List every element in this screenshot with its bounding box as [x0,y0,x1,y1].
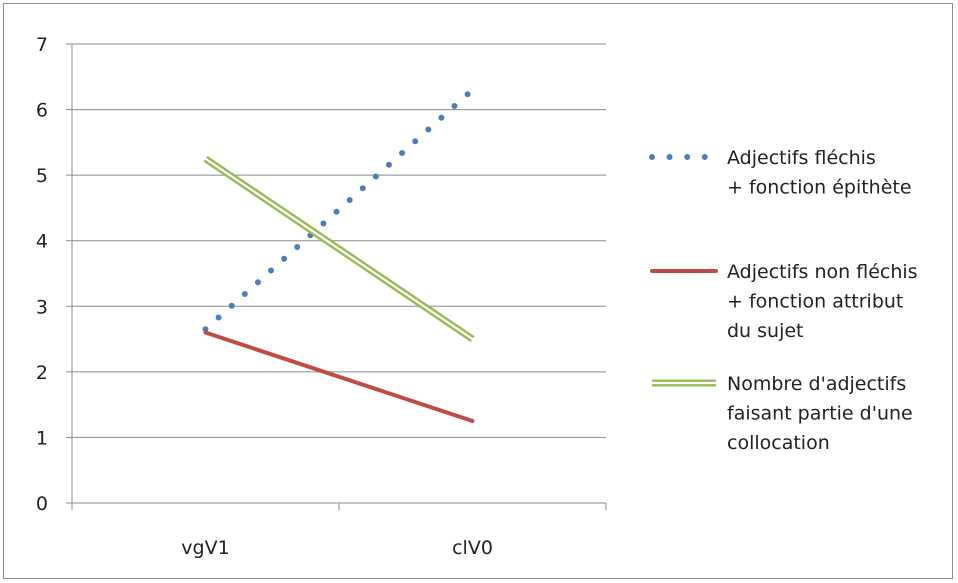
y-tick-label: 6 [36,100,48,122]
series-line [203,330,475,424]
y-tick-label: 0 [36,493,48,515]
legend-label: du sujet [727,320,804,342]
axes [71,44,606,504]
y-tick-label: 5 [36,165,48,187]
gridlines [72,43,606,438]
legend-entry: Adjectifs fléchis + fonction épithète [649,147,912,199]
y-axis-ticks: 0 1 2 3 4 5 6 7 [36,34,72,515]
legend: Adjectifs fléchis+ fonction épithèteAdje… [649,147,918,454]
y-tick-label: 1 [36,427,48,449]
legend-label: Nombre d'adjectifs [727,373,906,395]
y-tick-label: 7 [36,34,48,56]
legend-label: faisant partie d'une [727,403,913,425]
series-lines [202,86,476,424]
series-line [202,86,476,333]
series-line-inner [204,157,474,340]
legend-label: Adjectifs fléchis [727,147,876,169]
legend-entry: Adjectifs non fléchis + fonction attribut… [650,261,918,342]
y-tick-label: 2 [36,362,48,384]
y-tick-label: 4 [36,231,48,253]
x-tick-label: vgV1 [181,537,229,559]
series-line [203,155,475,342]
legend-label: collocation [727,432,830,454]
x-axis-ticks: vgV1 clV0 [71,503,607,559]
legend-entry: Nombre d'adjectifs faisant partie d'une co… [652,373,913,454]
x-tick-label: clV0 [452,537,493,559]
legend-label: + fonction épithète [727,177,912,199]
legend-label: + fonction attribut [727,291,903,313]
chart-area [3,3,953,579]
y-tick-label: 3 [36,296,48,318]
legend-label: Adjectifs non fléchis [727,261,918,283]
